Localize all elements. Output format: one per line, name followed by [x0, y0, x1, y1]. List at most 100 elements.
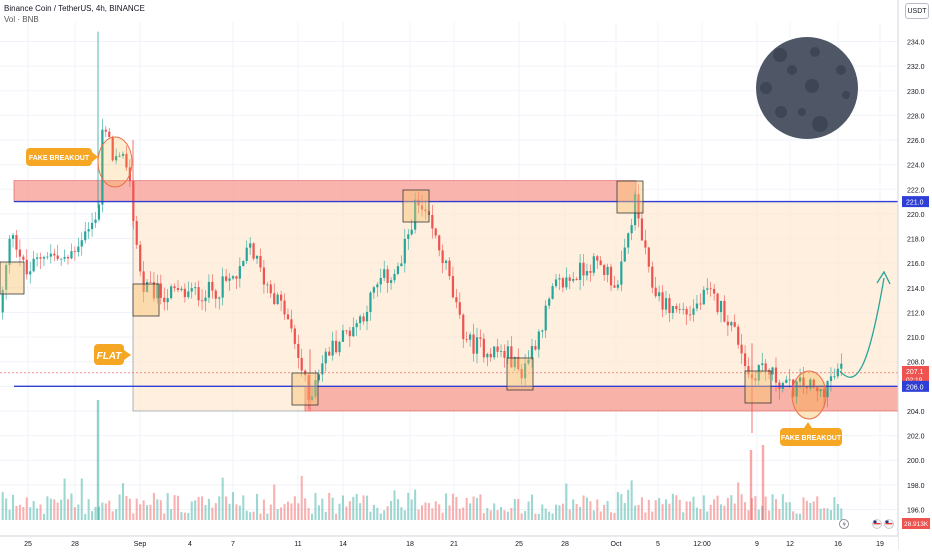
- candle-body: [623, 247, 626, 262]
- volume-bar: [744, 502, 747, 520]
- candle-body: [802, 377, 805, 387]
- time-tick-label: 4: [188, 541, 192, 548]
- volume-bar: [647, 499, 650, 520]
- volume-bar: [414, 489, 417, 520]
- volume-bar: [764, 496, 767, 520]
- volume-bar: [606, 500, 609, 520]
- volume-bar: [262, 499, 265, 520]
- symbol-title[interactable]: Binance Coin / TetherUS, 4h, BINANCE: [4, 4, 145, 13]
- candle-body: [190, 288, 193, 292]
- candle-body: [503, 350, 506, 358]
- candle-body: [551, 286, 554, 299]
- fake-breakout-label-top: FAKE BREAKOUT: [29, 155, 90, 162]
- price-tick-label: 200.0: [907, 458, 925, 465]
- volume-spike: [749, 450, 753, 520]
- candle-body: [661, 292, 664, 310]
- volume-bar: [506, 511, 509, 520]
- volume-bar: [166, 493, 169, 520]
- candle-body: [115, 156, 118, 161]
- volume-bar: [8, 509, 11, 520]
- volume-bar: [235, 504, 238, 520]
- level-tag: 206.0: [906, 384, 924, 391]
- candle-body: [324, 351, 327, 364]
- volume-bar: [331, 497, 334, 520]
- volume-bar: [819, 508, 822, 520]
- candle-body: [578, 262, 582, 280]
- candle-body: [462, 314, 465, 340]
- candle-body: [809, 379, 812, 389]
- volume-bar: [386, 506, 389, 520]
- volume-bar: [465, 497, 468, 520]
- volume-bar: [36, 508, 39, 520]
- lightning-glyph: [842, 520, 846, 528]
- volume-bar: [555, 504, 558, 520]
- candle-body: [238, 266, 241, 279]
- volume-bar: [228, 503, 231, 520]
- candle-body: [530, 346, 534, 360]
- candle-body: [451, 276, 455, 298]
- candle-body: [66, 256, 70, 259]
- fake-breakout-circle-top: [97, 136, 133, 188]
- time-axis-bg: [0, 536, 898, 550]
- candle-body: [743, 353, 747, 367]
- flag-stripe: [873, 523, 881, 525]
- candle-body: [771, 367, 774, 375]
- candle-body: [403, 238, 406, 264]
- volume-bar: [551, 513, 554, 520]
- volume-bar: [613, 513, 616, 520]
- volume-bar: [25, 497, 28, 520]
- candle-body: [32, 258, 35, 272]
- volume-spike: [761, 445, 765, 520]
- moon-crater: [773, 48, 787, 62]
- candle-body: [812, 379, 815, 388]
- volume-bar: [194, 500, 197, 520]
- volume-bar: [345, 506, 348, 520]
- candle-body: [355, 323, 358, 328]
- volume-legend[interactable]: Vol · BNB: [4, 15, 39, 24]
- volume-bar: [530, 494, 534, 520]
- candle-body: [723, 300, 726, 322]
- volume-bar: [190, 501, 193, 520]
- candle-body: [269, 284, 272, 294]
- time-tick-label: 16: [834, 541, 842, 548]
- candle-body: [77, 246, 80, 253]
- time-tick-label: 12: [786, 541, 794, 548]
- volume-bar: [352, 496, 355, 520]
- candle-body: [458, 302, 461, 315]
- volume-bar: [812, 501, 815, 520]
- volume-bar: [152, 493, 155, 520]
- candle-body: [499, 350, 503, 352]
- candle-body: [730, 322, 733, 326]
- candle-body: [345, 330, 348, 332]
- candle-body: [49, 253, 52, 257]
- volume-bar: [603, 504, 606, 520]
- volume-bar: [833, 497, 836, 520]
- price-tick-label: 212.0: [907, 310, 925, 317]
- volume-bar: [84, 513, 87, 520]
- candle-body: [840, 363, 843, 369]
- candle-body: [472, 334, 475, 354]
- volume-bar: [314, 492, 317, 520]
- volume-bar: [403, 510, 406, 520]
- candle-body: [675, 306, 678, 310]
- volume-bar: [348, 501, 351, 520]
- candle-body: [709, 288, 712, 290]
- candle-body: [527, 359, 530, 364]
- volume-bar: [249, 512, 252, 520]
- candle-body: [582, 262, 585, 276]
- candle-body: [108, 131, 111, 138]
- volume-bar: [706, 511, 709, 520]
- volume-bar: [225, 496, 228, 520]
- volume-bar: [740, 494, 743, 520]
- candle-body: [290, 319, 293, 329]
- candle-body: [149, 281, 152, 283]
- candle-body: [651, 266, 654, 288]
- candle-body: [249, 243, 252, 248]
- volume-bar: [620, 494, 623, 520]
- candle-body: [692, 308, 695, 315]
- volume-bar: [489, 510, 492, 520]
- candle-body: [520, 369, 523, 379]
- currency-unit-button[interactable]: USDT: [905, 3, 929, 19]
